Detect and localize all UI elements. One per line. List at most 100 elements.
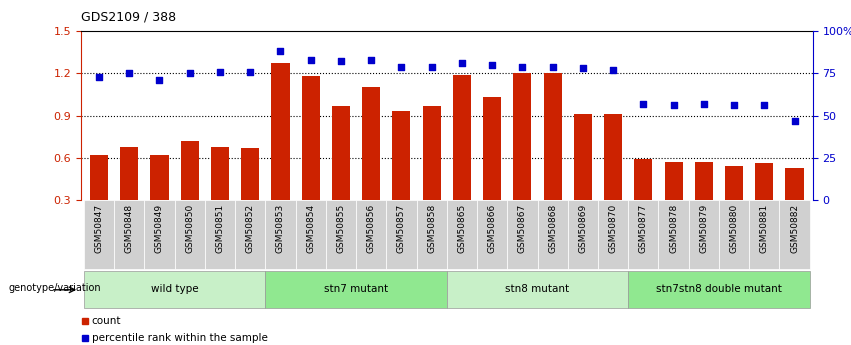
Bar	[295, 200, 326, 269]
Bar	[694, 162, 713, 242]
Text: GSM50853: GSM50853	[276, 204, 285, 253]
Point	[485, 62, 499, 68]
Point	[697, 101, 711, 107]
Bar	[271, 63, 289, 242]
Bar	[513, 73, 532, 242]
Bar	[659, 200, 688, 269]
Text: genotype/variation: genotype/variation	[9, 283, 101, 293]
Bar	[507, 200, 538, 269]
Point	[304, 57, 317, 62]
Bar	[665, 162, 683, 242]
Bar	[538, 200, 568, 269]
Point	[788, 118, 802, 124]
Bar	[447, 200, 477, 269]
Text: GSM50880: GSM50880	[729, 204, 739, 253]
Point	[455, 60, 469, 66]
Text: GSM50879: GSM50879	[700, 204, 708, 253]
Text: GSM50849: GSM50849	[155, 204, 164, 253]
Bar	[211, 147, 229, 242]
Text: GSM50878: GSM50878	[669, 204, 678, 253]
Text: GSM50855: GSM50855	[336, 204, 346, 253]
Bar	[392, 111, 410, 242]
Bar	[568, 200, 598, 269]
Point	[152, 77, 166, 83]
Text: GSM50850: GSM50850	[186, 204, 194, 253]
Text: GSM50858: GSM50858	[427, 204, 437, 253]
Bar	[725, 166, 743, 242]
Text: GSM50847: GSM50847	[94, 204, 104, 253]
Bar	[301, 76, 320, 242]
Point	[123, 71, 136, 76]
Point	[545, 64, 559, 69]
Bar	[84, 200, 114, 269]
Text: stn7 mutant: stn7 mutant	[324, 284, 388, 294]
Point	[516, 64, 529, 69]
Text: GSM50868: GSM50868	[548, 204, 557, 253]
Bar	[483, 97, 501, 242]
Bar	[205, 200, 235, 269]
Bar	[423, 106, 441, 242]
Point	[395, 64, 408, 69]
Point	[425, 64, 438, 69]
Point	[576, 66, 590, 71]
Point	[213, 69, 226, 75]
Bar	[453, 75, 471, 242]
Point	[183, 71, 197, 76]
Bar	[332, 106, 350, 242]
Bar	[326, 200, 356, 269]
Bar	[604, 114, 622, 242]
Text: GSM50882: GSM50882	[790, 204, 799, 253]
Text: GSM50877: GSM50877	[639, 204, 648, 253]
Bar	[362, 87, 380, 242]
Point	[274, 49, 288, 54]
Bar	[749, 200, 780, 269]
Bar	[356, 200, 386, 269]
Text: count: count	[92, 316, 122, 326]
Bar	[416, 200, 447, 269]
Bar	[151, 155, 168, 242]
Text: GSM50848: GSM50848	[125, 204, 134, 253]
Bar	[755, 164, 774, 242]
Text: GSM50866: GSM50866	[488, 204, 497, 253]
Bar	[719, 200, 749, 269]
Bar	[84, 271, 266, 308]
Text: GSM50852: GSM50852	[246, 204, 254, 253]
Point	[92, 74, 106, 79]
Bar	[785, 168, 803, 242]
Bar	[628, 271, 809, 308]
Point	[334, 59, 348, 64]
Text: GDS2109 / 388: GDS2109 / 388	[81, 10, 176, 23]
Text: stn7stn8 double mutant: stn7stn8 double mutant	[656, 284, 782, 294]
Bar	[120, 147, 139, 242]
Bar	[114, 200, 145, 269]
Point	[757, 103, 771, 108]
Point	[243, 69, 257, 75]
Text: stn8 mutant: stn8 mutant	[505, 284, 569, 294]
Bar	[544, 73, 562, 242]
Bar	[780, 200, 809, 269]
Point	[637, 101, 650, 107]
Bar	[386, 200, 416, 269]
Bar	[235, 200, 266, 269]
Bar	[598, 200, 628, 269]
Point	[667, 103, 681, 108]
Point	[364, 57, 378, 62]
Bar	[241, 148, 260, 242]
Bar	[688, 200, 719, 269]
Point	[606, 67, 620, 73]
Text: GSM50881: GSM50881	[760, 204, 768, 253]
Bar	[266, 200, 295, 269]
Bar	[145, 200, 174, 269]
Text: GSM50851: GSM50851	[215, 204, 225, 253]
Text: GSM50856: GSM50856	[367, 204, 375, 253]
Text: GSM50870: GSM50870	[608, 204, 618, 253]
Bar	[477, 200, 507, 269]
Text: GSM50869: GSM50869	[579, 204, 587, 253]
Bar	[447, 271, 628, 308]
Text: GSM50865: GSM50865	[457, 204, 466, 253]
Bar	[180, 141, 199, 242]
Text: GSM50867: GSM50867	[518, 204, 527, 253]
Bar	[634, 159, 653, 242]
Bar	[174, 200, 205, 269]
Bar	[90, 155, 108, 242]
